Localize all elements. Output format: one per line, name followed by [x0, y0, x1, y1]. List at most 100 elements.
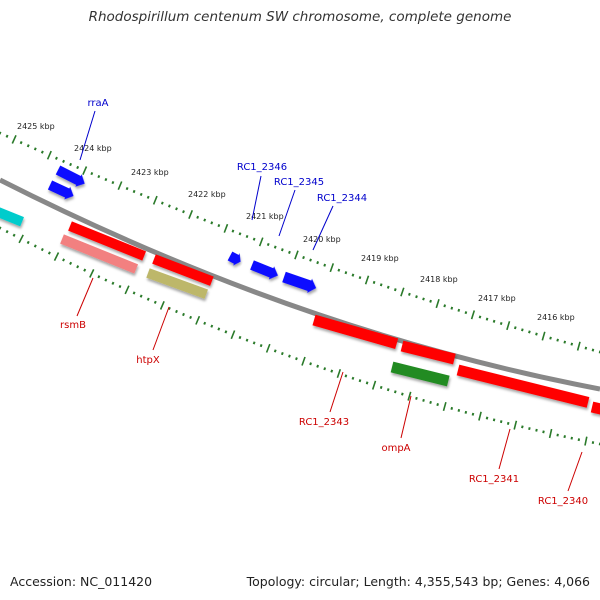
major-tick	[117, 181, 123, 191]
minor-tick	[266, 242, 270, 247]
gene-feature-reverse-4[interactable]	[146, 268, 208, 299]
gene-arrow[interactable]	[590, 401, 600, 417]
gene-arrow[interactable]	[400, 340, 456, 365]
gene-label: RC1_2345	[274, 177, 324, 188]
minor-tick	[591, 441, 595, 444]
inner-tick-track	[0, 226, 600, 446]
minor-tick	[323, 367, 327, 371]
gene-arrow[interactable]	[146, 268, 208, 299]
gene-arrow[interactable]	[47, 179, 76, 203]
minor-tick	[153, 300, 157, 304]
chromosome-backbone	[0, 177, 600, 392]
minor-tick	[464, 410, 468, 414]
minor-tick	[182, 210, 185, 214]
minor-tick	[217, 224, 221, 228]
gene-feature-forward-4[interactable]	[282, 270, 319, 295]
map-title: Rhodospirillum centenum SW chromosome, c…	[88, 9, 512, 25]
minor-tick	[76, 165, 80, 170]
major-tick	[506, 321, 511, 331]
minor-tick	[111, 181, 115, 185]
minor-tick	[499, 321, 503, 326]
minor-tick	[591, 348, 595, 352]
gene-feature-forward-3[interactable]	[249, 259, 280, 282]
minor-tick	[47, 251, 51, 255]
minor-tick	[309, 362, 312, 366]
gene-feature-reverse-1[interactable]	[68, 221, 147, 261]
minor-tick	[40, 150, 44, 154]
major-tick	[336, 369, 342, 379]
label-leader-line	[76, 277, 94, 317]
minor-tick	[323, 263, 327, 267]
minor-tick	[521, 328, 524, 332]
gene-arrow[interactable]	[152, 254, 214, 286]
tick-label: 2421 kbp	[246, 212, 284, 221]
minor-tick	[273, 349, 277, 353]
tick-label: 2418 kbp	[420, 275, 458, 284]
minor-tick	[288, 250, 291, 254]
gene-arrow[interactable]	[312, 314, 399, 349]
major-tick	[11, 134, 17, 144]
minor-tick	[259, 344, 263, 348]
major-tick	[195, 315, 201, 325]
minor-tick	[104, 278, 108, 282]
minor-tick	[337, 268, 341, 272]
gene-feature-reverse-9[interactable]	[590, 401, 600, 417]
gene-feature-forward-0[interactable]	[55, 164, 88, 190]
major-tick	[301, 356, 306, 366]
gene-arrow[interactable]	[456, 364, 590, 408]
gene-arrow[interactable]	[227, 250, 244, 268]
gene-label: RC1_2344	[317, 193, 367, 204]
tick-label: 2416 kbp	[537, 313, 575, 322]
major-tick	[89, 269, 95, 278]
gene-arrow[interactable]	[0, 207, 24, 227]
label-leader-line	[329, 371, 344, 413]
major-tick	[548, 428, 553, 439]
tick-label: 2423 kbp	[131, 168, 169, 177]
minor-tick	[563, 435, 566, 439]
gene-arrow[interactable]	[249, 259, 280, 282]
gene-feature-reverse-6[interactable]	[400, 340, 456, 365]
minor-tick	[111, 281, 115, 285]
minor-tick	[422, 398, 425, 402]
minor-tick	[203, 321, 207, 325]
minor-tick	[273, 245, 277, 249]
minor-tick	[330, 369, 334, 373]
major-tick	[576, 341, 581, 351]
tick-label: 2419 kbp	[361, 254, 399, 263]
minor-tick	[499, 420, 503, 424]
tick-label: 2425 kbp	[17, 122, 55, 131]
gene-feature-reverse-7[interactable]	[390, 361, 450, 387]
gene-arrow[interactable]	[55, 164, 88, 190]
minor-tick	[464, 311, 468, 315]
minor-tick	[563, 340, 567, 344]
gene-arrow[interactable]	[60, 234, 139, 274]
minor-tick	[535, 332, 538, 336]
minor-tick	[393, 288, 397, 292]
gene-feature-reverse-3[interactable]	[152, 254, 214, 286]
tick-label: 2422 kbp	[188, 190, 226, 199]
minor-tick	[556, 433, 559, 437]
gene-feature-reverse-5[interactable]	[312, 314, 399, 349]
major-tick	[18, 234, 24, 244]
minor-tick	[485, 317, 489, 321]
minor-tick	[280, 351, 284, 356]
major-tick	[435, 299, 440, 309]
minor-tick	[62, 159, 66, 164]
gene-arrow[interactable]	[68, 221, 147, 261]
major-tick	[152, 195, 158, 205]
major-tick	[258, 237, 264, 247]
minor-tick	[97, 175, 101, 179]
gene-feature-forward-2[interactable]	[227, 250, 244, 268]
gene-feature-forward-1[interactable]	[47, 179, 76, 203]
minor-tick	[118, 285, 122, 289]
gene-feature-reverse-2[interactable]	[60, 234, 139, 274]
minor-tick	[40, 247, 44, 252]
gene-feature-reverse-0[interactable]	[0, 207, 24, 227]
gene-arrow[interactable]	[282, 270, 319, 295]
gene-feature-reverse-8[interactable]	[456, 364, 590, 408]
minor-tick	[217, 327, 221, 331]
minor-tick	[443, 304, 447, 308]
minor-tick	[0, 131, 2, 135]
minor-tick	[309, 258, 312, 262]
gene-arrow[interactable]	[390, 361, 450, 387]
